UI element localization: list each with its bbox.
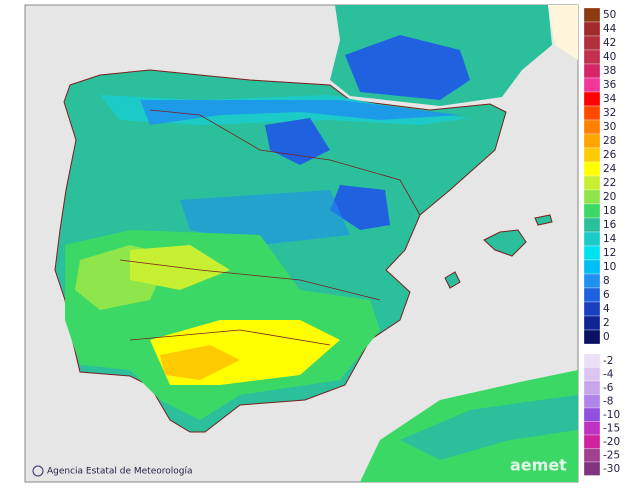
legend-swatch	[583, 421, 601, 436]
outside-area	[548, 5, 578, 60]
legend-label: 34	[603, 93, 617, 105]
legend-swatch	[583, 434, 601, 449]
cold-area	[140, 100, 460, 125]
region-border	[129, 329, 331, 346]
cold-area	[345, 35, 470, 100]
legend-swatch	[583, 245, 601, 261]
legend-swatch	[583, 380, 601, 395]
legend-swatch	[583, 448, 601, 463]
legend-swatch	[583, 7, 601, 23]
legend-label: -10	[603, 409, 620, 421]
credit: Agencia Estatal de Meteorología	[47, 467, 193, 477]
legend-label: 20	[603, 191, 616, 203]
legend-label: 16	[603, 219, 617, 231]
legend-swatch	[583, 91, 601, 107]
legend-label: 8	[603, 275, 610, 287]
hot-area	[160, 345, 240, 380]
legend-swatch	[583, 147, 601, 163]
legend-label: -25	[603, 449, 620, 461]
mallorca	[483, 229, 527, 257]
legend-label: 38	[603, 65, 616, 77]
legend-swatch	[583, 217, 601, 233]
legend-label: 0	[603, 331, 610, 343]
legend-label: 10	[603, 261, 616, 273]
legend-label: 42	[603, 37, 616, 49]
legend-swatch	[583, 35, 601, 51]
legend-swatch	[583, 21, 601, 37]
legend-label: 12	[603, 247, 616, 259]
legend-label: -4	[603, 368, 614, 380]
legend-label: 44	[603, 23, 617, 35]
legend-swatch	[583, 315, 601, 331]
legend-label: 18	[603, 205, 616, 217]
legend-label: 4	[603, 303, 610, 315]
legend-label: 14	[603, 233, 617, 245]
legend-label: -15	[603, 422, 620, 434]
legend-swatch	[583, 77, 601, 93]
legend-swatch	[583, 189, 601, 205]
legend-swatch	[583, 461, 601, 476]
legend: 5044424038363432302826242220181614121086…	[583, 7, 620, 476]
legend-swatch	[583, 407, 601, 422]
legend-label: 24	[603, 163, 617, 175]
legend-swatch	[583, 259, 601, 275]
ibiza	[444, 271, 461, 289]
legend-label: -8	[603, 395, 613, 407]
cold-area	[330, 185, 390, 230]
legend-label: 50	[603, 9, 616, 21]
legend-swatch	[583, 133, 601, 149]
legend-label: 6	[603, 289, 610, 301]
legend-label: 30	[603, 121, 616, 133]
legend-label: -6	[603, 382, 614, 394]
legend-swatch	[583, 105, 601, 121]
africa-cool	[400, 395, 578, 460]
legend-swatch	[583, 203, 601, 219]
legend-label: 22	[603, 177, 616, 189]
legend-swatch	[583, 301, 601, 317]
legend-swatch	[583, 287, 601, 303]
legend-label: -20	[603, 436, 620, 448]
legend-label: 40	[603, 51, 616, 63]
legend-swatch	[583, 49, 601, 65]
legend-swatch	[583, 161, 601, 177]
menorca	[534, 214, 553, 226]
credit-icon	[32, 465, 44, 477]
region-border	[119, 259, 381, 301]
legend-swatch	[583, 353, 601, 368]
cool-area	[180, 190, 350, 245]
region-border	[149, 109, 421, 216]
legend-swatch	[583, 273, 601, 289]
legend-label: 28	[603, 135, 616, 147]
legend-swatch	[583, 119, 601, 135]
legend-label: 32	[603, 107, 616, 119]
legend-swatch	[583, 367, 601, 382]
legend-label: 26	[603, 149, 617, 161]
logo: aemet	[510, 456, 567, 475]
legend-swatch	[583, 329, 601, 345]
legend-swatch	[583, 394, 601, 409]
legend-label: 2	[603, 317, 610, 329]
legend-swatch	[583, 175, 601, 191]
legend-swatch	[583, 231, 601, 247]
legend-swatch	[583, 63, 601, 79]
legend-label: -30	[603, 463, 620, 475]
legend-label: -2	[603, 355, 613, 367]
legend-label: 36	[603, 79, 617, 91]
